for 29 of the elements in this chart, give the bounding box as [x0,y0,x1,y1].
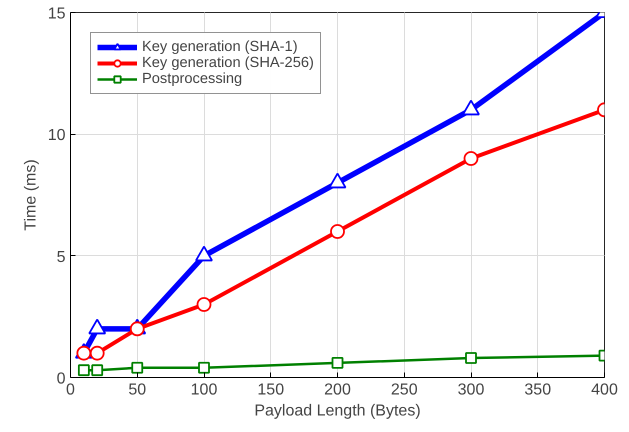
point [330,224,345,239]
point [90,346,105,361]
point [78,364,90,376]
point [332,357,344,369]
x-tick-label: 150 [257,382,284,398]
point [196,297,212,312]
x-tick-label: 50 [128,382,146,398]
y-tick-label: 0 [56,370,66,388]
point [131,362,144,374]
legend-label: Key generation (SHA-1) [142,39,298,55]
x-tick-label: 400 [591,382,618,398]
y-tick-label: 5 [56,248,66,266]
legend-label: Key generation (SHA-256) [142,55,314,71]
x-tick-label: 300 [458,382,484,398]
point [91,364,104,376]
point [198,362,210,374]
point [465,352,477,364]
x-tick-label: 350 [524,382,552,398]
x-tick-label: 200 [324,382,351,398]
point [130,321,145,336]
y-tick-label: 15 [48,6,66,22]
y-tick-label: 10 [48,127,66,144]
x-tick-label: 100 [190,382,218,398]
y-axis-title: Time (ms) [22,159,40,231]
legend-label: Postprocessing [142,71,242,87]
x-tick-label: 250 [390,382,418,398]
point [464,151,478,166]
x-axis-title: Payload Length (Bytes) [254,402,421,420]
point [76,346,92,361]
